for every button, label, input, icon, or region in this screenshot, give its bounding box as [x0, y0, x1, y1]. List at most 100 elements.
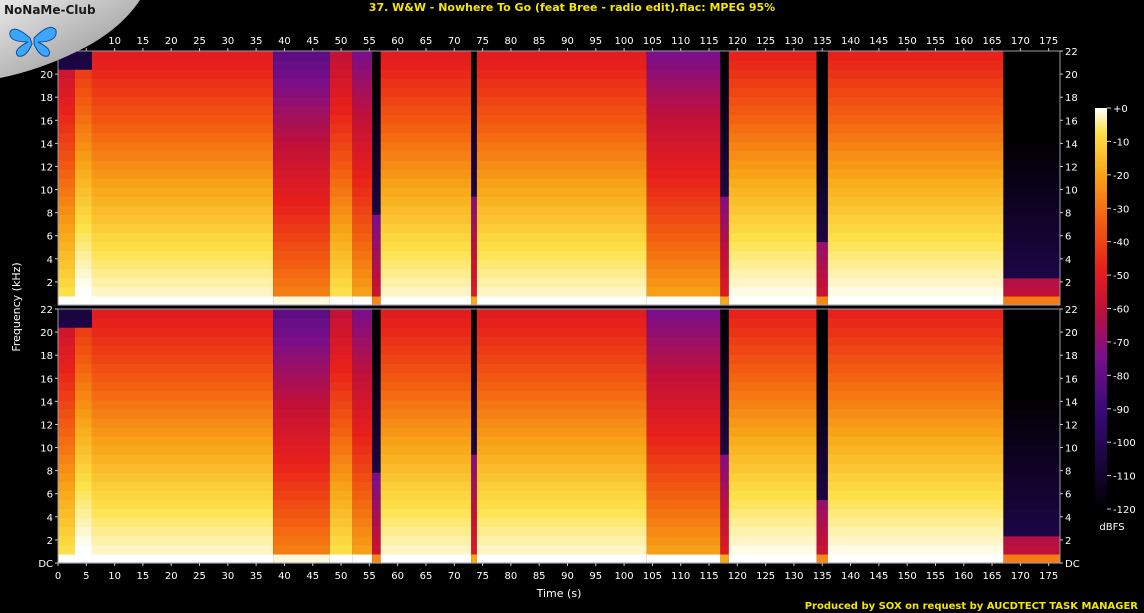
- spectral-band: [91, 78, 274, 88]
- spectral-band: [646, 399, 721, 410]
- spectral-band: [372, 141, 381, 152]
- spectral-band: [372, 481, 381, 492]
- channel-1-segment: [372, 51, 381, 306]
- y-tick-label-right: 10: [1065, 186, 1078, 197]
- spectral-band: [720, 381, 729, 392]
- spectral-band: [816, 309, 828, 319]
- spectral-band: [646, 105, 721, 116]
- spectral-band: [646, 259, 721, 270]
- spectral-band: [827, 78, 1004, 88]
- x-tick-label: 130: [784, 571, 803, 582]
- spectral-band: [1003, 436, 1060, 446]
- spectral-band: [728, 268, 817, 279]
- spectral-band: [816, 132, 828, 143]
- spectral-band: [816, 472, 828, 482]
- spectral-band: [58, 205, 75, 215]
- spectral-band: [273, 336, 330, 346]
- spectral-band: [646, 372, 721, 383]
- spectral-band: [329, 105, 353, 116]
- spectral-band: [1003, 553, 1060, 564]
- spectral-band: [476, 259, 647, 270]
- channel-2-frame: [57, 308, 1061, 564]
- spectral-band: [372, 472, 381, 482]
- spectral-band: [74, 381, 92, 392]
- colorbar-tick-label: -60: [1113, 305, 1129, 316]
- x-tick-label: 40: [278, 571, 291, 582]
- spectral-band: [352, 426, 373, 437]
- spectral-band: [816, 51, 828, 61]
- spectral-band: [720, 69, 729, 79]
- spectral-band: [476, 445, 647, 455]
- spectral-band: [91, 51, 274, 61]
- spectral-band: [372, 390, 381, 401]
- channel-1-segment: [827, 51, 1004, 306]
- spectral-band: [91, 214, 274, 224]
- spectral-band: [646, 417, 721, 428]
- spectral-band: [273, 399, 330, 410]
- spectral-band: [646, 286, 721, 297]
- spectral-band: [720, 526, 729, 537]
- spectral-band: [728, 196, 817, 206]
- spectral-band: [816, 141, 828, 152]
- spectral-band: [816, 178, 828, 188]
- spectral-band: [476, 132, 647, 143]
- spectral-band: [58, 159, 75, 170]
- spectral-band: [380, 553, 472, 564]
- spectral-band: [827, 268, 1004, 279]
- channel-2-segment: [91, 309, 274, 564]
- spectral-band: [471, 286, 477, 297]
- footer-credit: Produced by SOX on request by AUCDTECT T…: [804, 601, 1138, 612]
- spectral-band: [728, 526, 817, 537]
- spectral-band: [329, 481, 353, 492]
- spectral-band: [827, 286, 1004, 297]
- spectral-band: [273, 178, 330, 188]
- spectral-band: [471, 295, 477, 306]
- channel-2-segment: [74, 309, 92, 564]
- spectral-band: [91, 445, 274, 455]
- spectral-band: [728, 87, 817, 97]
- spectral-band: [816, 114, 828, 125]
- spectral-band: [273, 481, 330, 492]
- spectral-band: [827, 508, 1004, 519]
- spectral-band: [91, 426, 274, 437]
- spectral-band: [380, 105, 472, 116]
- spectral-band: [646, 553, 721, 564]
- spectral-band: [646, 69, 721, 79]
- y-tick-label: 20: [40, 328, 53, 339]
- spectral-band: [728, 553, 817, 564]
- spectral-band: [471, 481, 477, 492]
- spectral-band: [91, 178, 274, 188]
- spectral-band: [58, 544, 75, 555]
- spectral-band: [74, 277, 92, 288]
- spectral-band: [91, 336, 274, 346]
- spectral-band: [91, 472, 274, 482]
- spectral-band: [471, 87, 477, 97]
- spectral-band: [329, 96, 353, 107]
- spectral-band: [816, 123, 828, 134]
- spectral-band: [372, 426, 381, 437]
- spectral-band: [329, 295, 353, 306]
- spectral-band: [816, 526, 828, 537]
- spectral-band: [91, 241, 274, 252]
- spectral-band: [1003, 381, 1060, 392]
- spectral-band: [91, 309, 274, 319]
- spectral-band: [476, 286, 647, 297]
- spectral-band: [329, 168, 353, 179]
- x-tick-label: 60: [391, 571, 404, 582]
- spectral-band: [91, 354, 274, 365]
- spectral-band: [91, 96, 274, 107]
- spectral-band: [273, 517, 330, 528]
- channel-1-segment: [352, 51, 373, 306]
- colorbar-tick-label: -50: [1113, 271, 1129, 282]
- spectral-band: [352, 381, 373, 392]
- spectral-band: [476, 390, 647, 401]
- spectral-band: [728, 372, 817, 383]
- channel-2-segment: [471, 309, 477, 564]
- spectral-band: [827, 445, 1004, 455]
- channel-1-segment: [728, 51, 817, 306]
- spectral-band: [646, 508, 721, 519]
- spectral-band: [273, 381, 330, 392]
- spectral-band: [372, 205, 381, 215]
- spectral-band: [1003, 508, 1060, 519]
- spectral-band: [372, 408, 381, 419]
